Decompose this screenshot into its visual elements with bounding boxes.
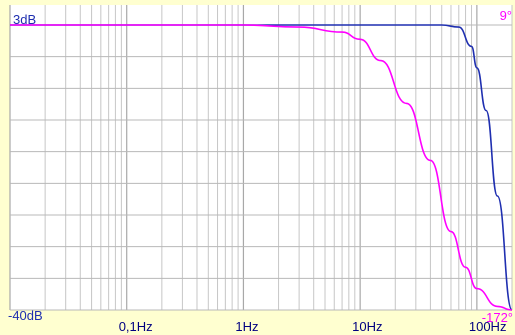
x-tick-label-3: 100Hz	[469, 319, 507, 334]
phase-axis-bottom-label: -172°	[482, 310, 513, 325]
series-line-1	[10, 24, 513, 311]
y-axis-bottom-label: -40dB	[8, 308, 43, 323]
x-tick-label-0: 0,1Hz	[119, 319, 153, 334]
phase-axis-top-label: 9°	[500, 8, 512, 23]
x-tick-label-2: 10Hz	[352, 319, 382, 334]
x-tick-label-1: 1Hz	[235, 319, 258, 334]
plot-area	[10, 5, 512, 310]
y-axis-top-label: 3dB	[13, 12, 36, 27]
